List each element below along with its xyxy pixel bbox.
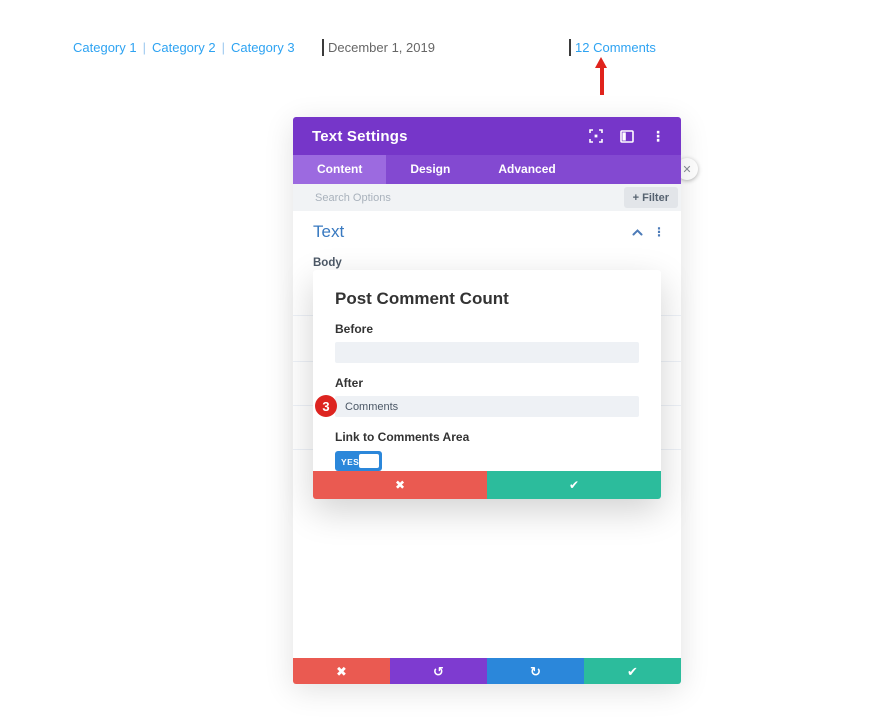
text-section-header[interactable]: Text ⋮ <box>313 222 665 242</box>
popup-confirm-button[interactable]: ✔ <box>487 471 661 499</box>
category-separator: | <box>221 40 225 55</box>
section-title: Text <box>313 222 345 241</box>
filter-button[interactable]: + Filter <box>623 187 678 208</box>
meta-divider <box>322 39 324 56</box>
link-to-comments-label: Link to Comments Area <box>335 430 470 444</box>
section-icons: ⋮ <box>632 226 665 238</box>
post-comment-count-popup: Post Comment Count Before After 3 Link t… <box>313 270 661 499</box>
search-options-input[interactable] <box>313 190 624 205</box>
toggle-yes-label: YES <box>341 456 360 467</box>
popup-title: Post Comment Count <box>335 289 509 308</box>
before-input[interactable] <box>335 342 639 363</box>
modal-footer: ✖ ↺ ↻ ✔ <box>293 658 681 684</box>
search-options-bar: + Filter <box>293 184 681 211</box>
popup-content: Post Comment Count Before After 3 Link t… <box>313 270 661 471</box>
category-link-3[interactable]: Category 3 <box>230 40 295 55</box>
close-glyph: ✕ <box>682 163 692 176</box>
modal-title: Text Settings <box>312 127 408 145</box>
tab-advanced[interactable]: Advanced <box>498 162 556 176</box>
modal-tabs: Content Design Advanced <box>293 155 681 184</box>
expand-modal-icon[interactable] <box>589 129 603 143</box>
annotation-arrow-up-icon <box>595 57 608 96</box>
meta-divider <box>569 39 571 56</box>
after-input[interactable] <box>335 396 639 417</box>
popup-footer: ✖ ✔ <box>313 471 661 499</box>
link-to-comments-toggle[interactable]: YES <box>335 451 382 471</box>
discard-button[interactable]: ✖ <box>293 658 390 684</box>
check-icon: ✔ <box>627 663 638 679</box>
arrow-head <box>595 57 607 68</box>
modal-options-kebab-icon[interactable]: ⋮ <box>651 128 665 144</box>
redo-icon: ↻ <box>530 663 541 679</box>
after-input-wrap: 3 <box>315 395 639 417</box>
category-separator: | <box>142 40 146 55</box>
category-links: Category 1 | Category 2 | Category 3 <box>73 40 295 55</box>
modal-header-icons: ⋮ <box>589 129 665 143</box>
tab-design[interactable]: Design <box>410 162 451 176</box>
post-date: December 1, 2019 <box>328 40 435 55</box>
body-field-label: Body <box>313 257 342 269</box>
arrow-shaft <box>599 66 604 95</box>
category-link-2[interactable]: Category 2 <box>151 40 216 55</box>
category-link-1[interactable]: Category 1 <box>73 40 137 55</box>
undo-icon: ↺ <box>433 663 444 679</box>
popup-cancel-button[interactable]: ✖ <box>313 471 487 499</box>
undo-button[interactable]: ↺ <box>390 658 487 684</box>
redo-button[interactable]: ↻ <box>487 658 584 684</box>
tab-content[interactable]: Content <box>293 155 387 184</box>
split-view-icon[interactable] <box>620 129 634 143</box>
collapse-chevron-up-icon[interactable] <box>632 228 643 236</box>
text-settings-modal: Text Settings ⋮ Content <box>293 117 681 684</box>
after-label: After <box>335 376 364 390</box>
close-x-icon: ✖ <box>336 663 347 679</box>
save-button[interactable]: ✔ <box>584 658 681 684</box>
toggle-knob[interactable] <box>359 454 379 468</box>
modal-body: Text ⋮ Body Post Comment Count Before Af… <box>293 211 681 658</box>
check-icon: ✔ <box>568 478 580 492</box>
close-x-icon: ✖ <box>394 478 406 492</box>
close-circle-icon[interactable]: ✕ <box>676 158 698 180</box>
modal-header-drag-handle[interactable]: Text Settings ⋮ <box>293 117 681 155</box>
section-options-kebab-icon[interactable]: ⋮ <box>653 225 665 239</box>
before-label: Before <box>335 322 374 336</box>
comments-count-link[interactable]: 12 Comments <box>575 40 656 55</box>
step-3-badge: 3 <box>315 395 337 417</box>
